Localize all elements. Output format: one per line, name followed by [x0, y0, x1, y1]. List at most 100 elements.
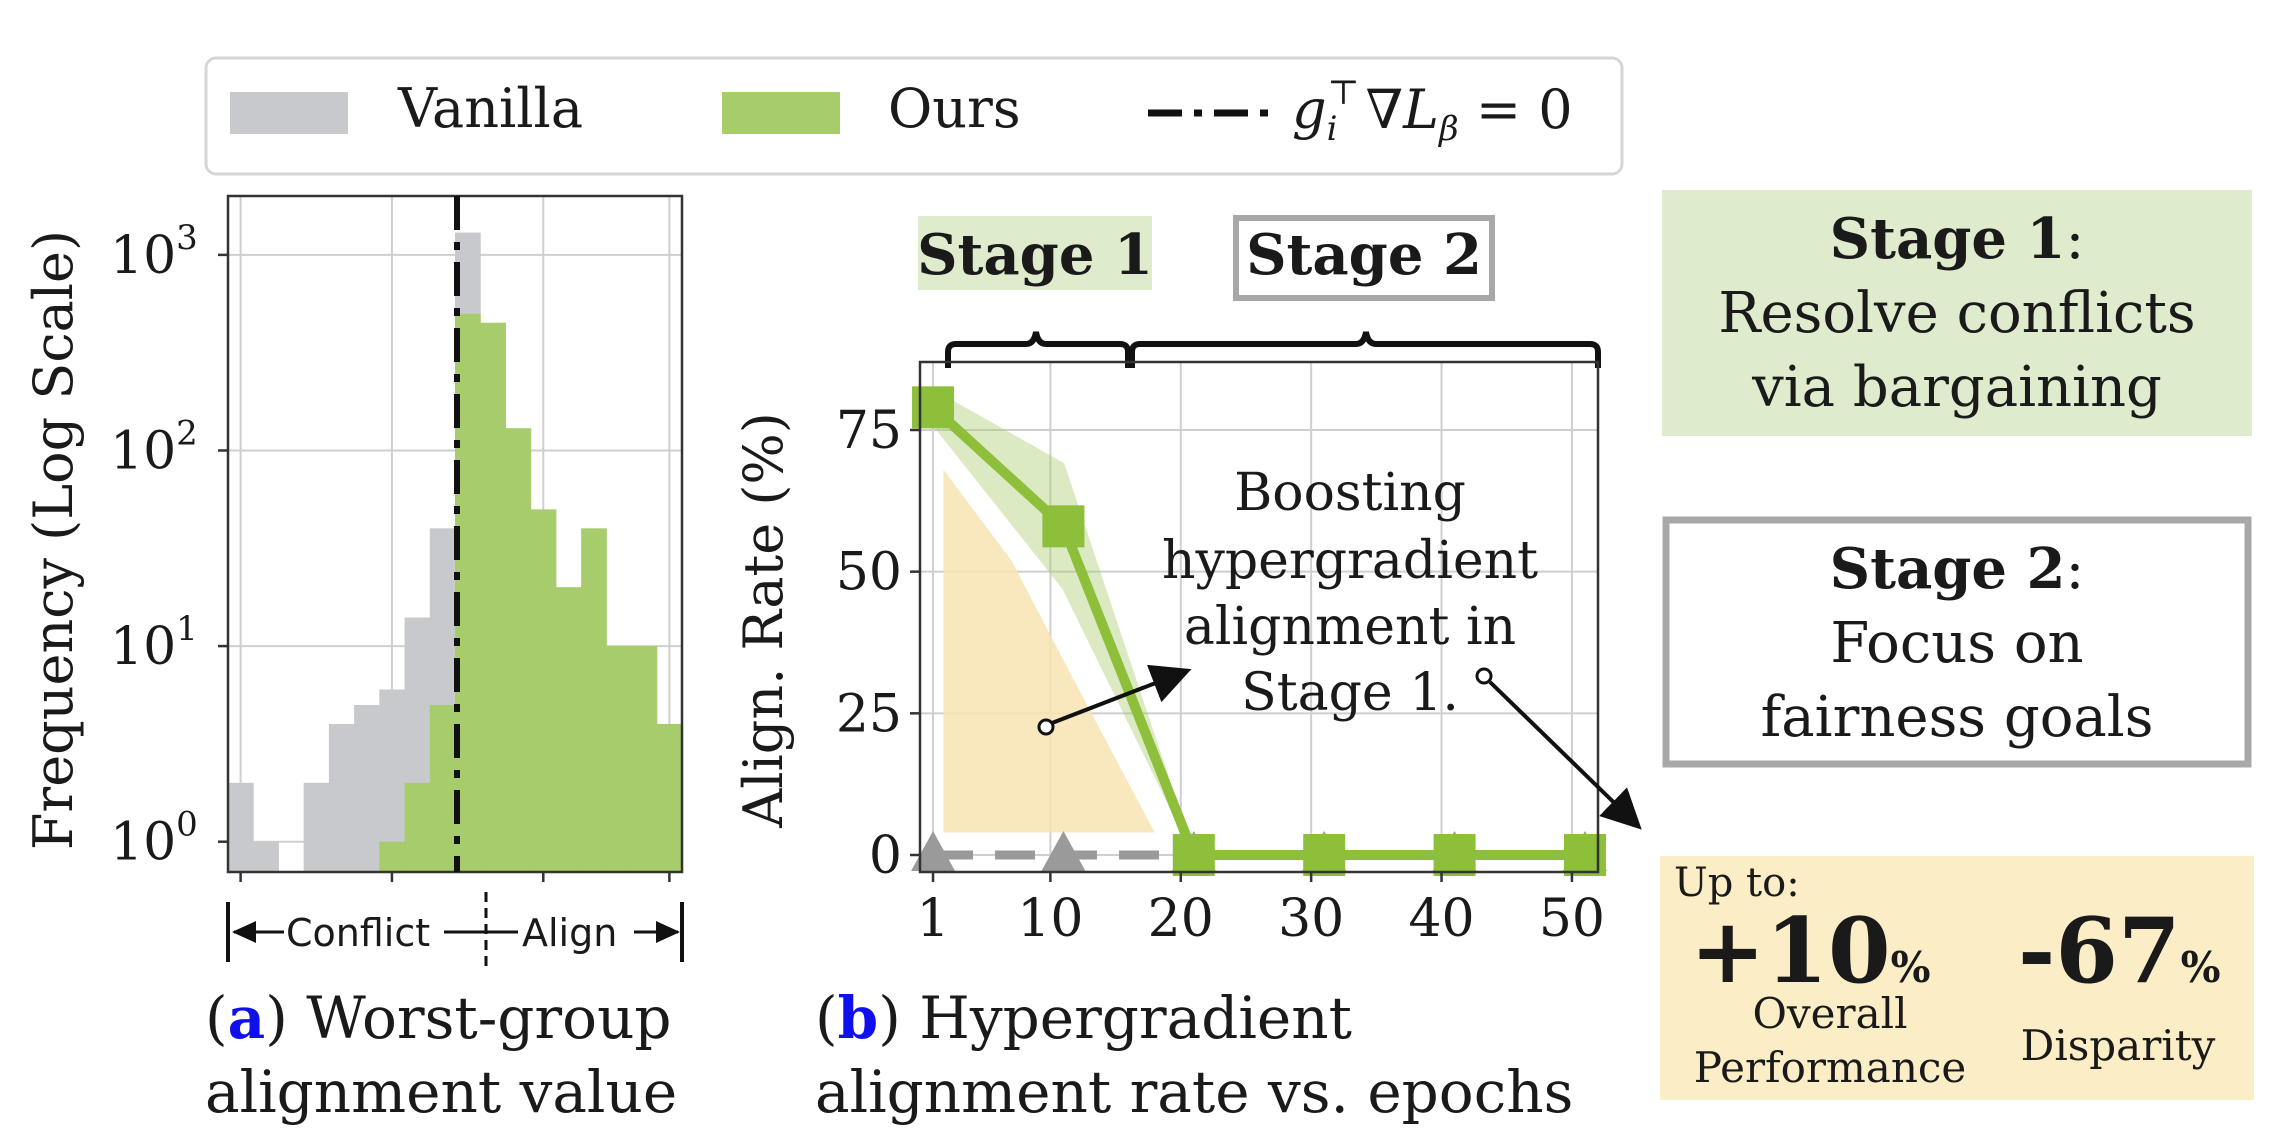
highlight-box: [1660, 856, 2254, 1100]
stage2-brace: [1129, 331, 1601, 368]
panel-a-caption-text: ) Worst-group: [265, 984, 671, 1052]
y-tick-label: 103: [110, 218, 198, 286]
x-tick-label: 30: [1278, 889, 1344, 949]
panel-a-caption-line1: (a) Worst-group: [205, 984, 672, 1052]
stage1-tag-bg: [918, 216, 1152, 290]
annotation: Boosting hypergradient alignment in Stag…: [1162, 463, 1538, 723]
stage2-box: [1662, 516, 2252, 768]
ours-bar: [631, 646, 658, 872]
ours-point: [1563, 834, 1606, 876]
ours-point: [1172, 834, 1215, 876]
stat1: +10%: [1690, 898, 1931, 1004]
ours-bar: [480, 322, 506, 872]
annotation-line-3: alignment in: [1184, 597, 1516, 657]
y-tick-label: 75: [836, 401, 902, 461]
annotation-line-4: Stage 1.: [1241, 663, 1459, 723]
legend-label-vanilla: Vanilla: [397, 77, 583, 140]
stage1-box: [1662, 190, 2252, 436]
stage1-box-title: Stage 1:: [1830, 206, 2085, 272]
arrow-to-annotation: [1051, 664, 1192, 725]
ours-point: [1042, 505, 1085, 548]
panel-b-ylabel: Align. Rate (%): [732, 412, 795, 829]
legend: Vanilla Ours gi⊤ ∇Lβ = 0: [204, 56, 1624, 176]
x-tick-label: 1: [916, 889, 949, 949]
panel-b-caption-line2: alignment rate vs. epochs: [815, 1058, 1573, 1126]
right-column: Stage 1: Resolve conflicts via bargainin…: [1660, 190, 2254, 1100]
stat2: -67%: [2018, 898, 2221, 1004]
arrow2-origin: [1475, 667, 1493, 685]
y-tick-label: 25: [836, 684, 902, 744]
ours-point: [1303, 834, 1346, 876]
vanilla-bar: [379, 689, 406, 872]
stage1-box-line1: Resolve conflicts: [1718, 281, 2195, 346]
x-tick-label: 40: [1408, 889, 1474, 949]
panel-a-caption-line2: alignment value: [205, 1058, 677, 1126]
y-tick-label: 100: [110, 805, 198, 873]
stage2-box-line2: fairness goals: [1761, 685, 2154, 750]
ours-bar: [429, 704, 456, 872]
ours-bar: [505, 428, 532, 872]
conflict-label: Conflict: [286, 911, 430, 955]
vanilla-bar: [253, 841, 279, 872]
stage1-tag: Stage 1: [917, 222, 1153, 288]
vanilla-bar: [228, 782, 254, 872]
arrow1-origin: [1037, 718, 1055, 736]
vanilla-bar: [303, 782, 330, 872]
boost-region: [943, 469, 1155, 833]
stat2-value: -67: [2018, 898, 2181, 1004]
stage2-tag: Stage 2: [1246, 222, 1482, 288]
conflict-align-axis: Conflict Align: [226, 892, 684, 972]
stat2-label: Disparity: [2021, 1021, 2216, 1070]
panel-a: Frequency (Log Scale) 100 101 102 103 Confl…: [22, 194, 684, 1126]
annotation-line-1: Boosting: [1234, 463, 1466, 523]
upto-label: Up to:: [1674, 860, 1800, 906]
ours-bar: [530, 509, 557, 872]
annotation-line-2: hypergradient: [1162, 531, 1538, 591]
stat2-unit: %: [2181, 943, 2221, 992]
stage2-box-title: Stage 2:: [1830, 536, 2085, 602]
align-arrowhead: [656, 921, 680, 943]
panel-a-ylabel: Frequency (Log Scale): [22, 230, 85, 850]
panel-b-caption-line1: (b) Hypergradient: [815, 984, 1352, 1052]
y-tick-label: 50: [836, 543, 902, 603]
vanilla-point: [911, 831, 956, 871]
x-tick-label: 10: [1017, 889, 1083, 949]
stat1-value: +10: [1690, 898, 1891, 1004]
plot-frame: [918, 360, 1600, 874]
panel-a-caption-letter: a: [228, 984, 266, 1052]
legend-swatch-vanilla: [230, 92, 348, 134]
vanilla-point: [1041, 831, 1086, 871]
stage1-brace: [945, 331, 1131, 368]
x-tick-label: 20: [1148, 889, 1214, 949]
legend-frame: [204, 56, 1624, 176]
ours-point: [1433, 834, 1476, 876]
ours-bar: [379, 841, 406, 872]
stat1-label-line1: Overall: [1753, 989, 1908, 1038]
ours-series-line: [929, 403, 1585, 860]
line-plot: 0 25 50 75 1 10 20 30 40 50: [836, 360, 1607, 949]
ours-bar: [555, 587, 582, 872]
stat1-unit: %: [1891, 943, 1931, 992]
conflict-arrowhead: [232, 921, 256, 943]
panel-b: Stage 1 Stage 2 Align. Rate (%) 0 25 50 75 1…: [732, 215, 1642, 1126]
y-tick-label: 101: [110, 609, 198, 677]
y-tick-label: 102: [110, 413, 198, 481]
stage1-box-line2: via bargaining: [1751, 355, 2162, 420]
ours-point: [912, 386, 955, 429]
vanilla-bar: [328, 723, 355, 872]
arrow-to-highlight: [1488, 680, 1642, 830]
ours-bar: [606, 646, 633, 872]
panel-b-caption-letter: b: [838, 984, 879, 1052]
legend-label-line: gi⊤ ∇Lβ = 0: [1292, 73, 1573, 149]
x-tick-label: 50: [1539, 889, 1605, 949]
legend-label-ours: Ours: [888, 77, 1021, 140]
stage2-tag-frame: [1233, 215, 1495, 301]
legend-swatch-ours: [722, 92, 840, 134]
align-label: Align: [522, 911, 617, 955]
ours-bar: [404, 782, 431, 872]
y-tick-label: 0: [869, 826, 902, 886]
histogram-plot: 100 101 102 103: [110, 194, 684, 882]
ours-bar: [581, 528, 607, 872]
ours-bar: [656, 723, 683, 872]
